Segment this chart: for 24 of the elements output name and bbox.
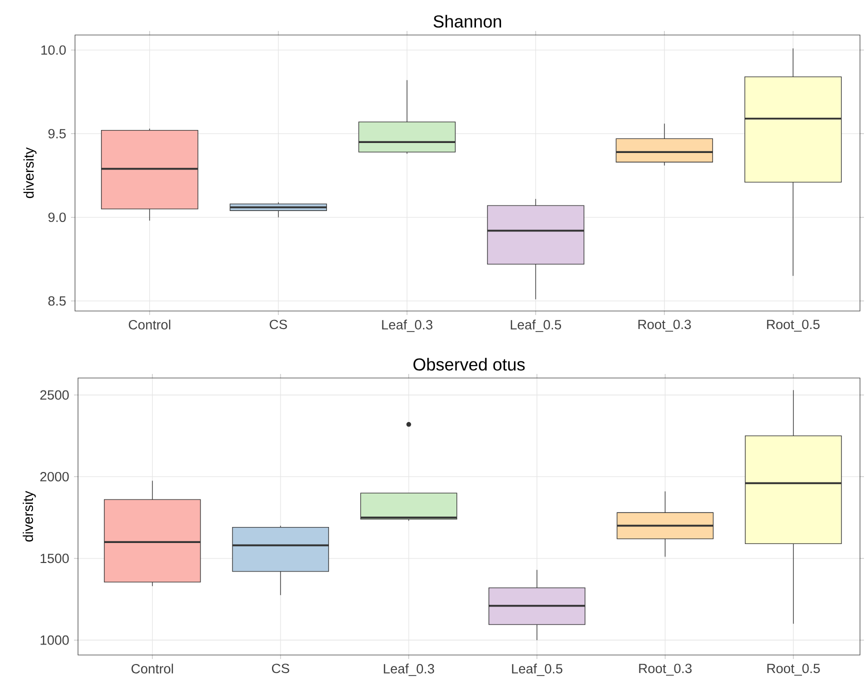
x-tick-label: CS — [272, 664, 290, 674]
x-tick-label: Root_0.5 — [767, 320, 820, 332]
chart-title: Observed otus — [413, 358, 525, 371]
y-tick-label: 10.0 — [41, 45, 66, 55]
y-tick-label: 9.5 — [48, 128, 66, 138]
x-tick-label: Leaf_0.5 — [512, 664, 562, 676]
x-tick-label: Root_0.3 — [639, 664, 692, 676]
x-tick-label: Leaf_0.3 — [382, 320, 432, 332]
y-axis-title: diversity — [22, 490, 36, 542]
y-tick-label: 2500 — [40, 390, 69, 400]
x-tick-label: Leaf_0.5 — [510, 320, 562, 332]
chart-title: Shannon — [434, 14, 502, 28]
y-tick-label: 1000 — [40, 635, 69, 645]
x-tick-label: CS — [270, 320, 287, 330]
y-tick-label: 2000 — [40, 472, 69, 482]
y-tick-label: 8.5 — [48, 296, 66, 306]
x-tick-label: Control — [132, 664, 173, 674]
x-tick-label: Root_0.5 — [767, 664, 820, 676]
y-axis-title: diversity — [23, 147, 37, 198]
x-tick-label: Leaf_0.3 — [384, 664, 434, 676]
x-tick-label: Control — [128, 320, 170, 330]
y-tick-label: 9.0 — [48, 212, 66, 222]
y-tick-label: 1500 — [40, 554, 69, 564]
x-tick-label: Root_0.3 — [638, 320, 691, 332]
